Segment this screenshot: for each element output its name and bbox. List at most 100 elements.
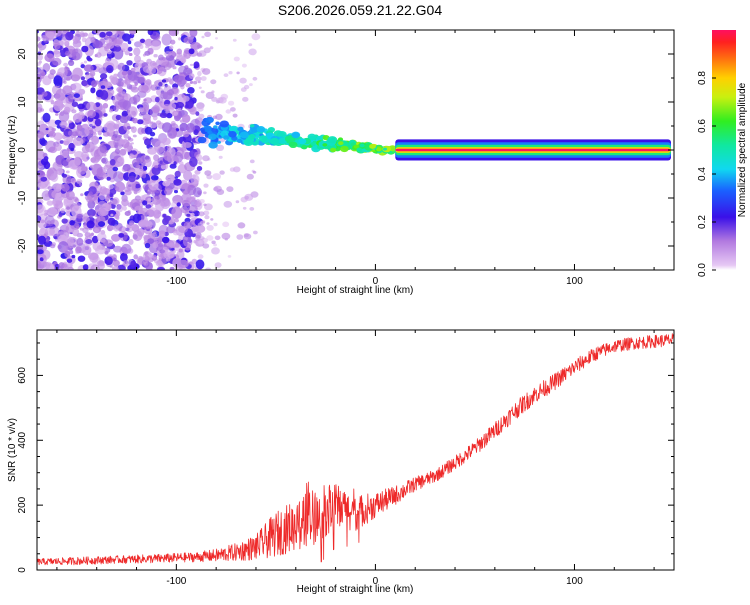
heatmap-cell — [133, 47, 141, 56]
heatmap-cell — [109, 193, 114, 197]
heatmap-cell — [38, 48, 42, 53]
heatmap-cell — [107, 210, 117, 217]
heatmap-cell — [65, 190, 75, 201]
heatmap-cell — [213, 222, 218, 227]
heatmap-cell — [53, 50, 61, 58]
heatmap-cell — [128, 96, 137, 105]
heatmap-cell — [80, 33, 85, 38]
heatmap-cell — [126, 130, 130, 135]
heatmap-cell — [49, 244, 56, 249]
heatmap-cell — [117, 81, 124, 88]
heatmap-cell — [37, 54, 43, 61]
spectrogram-xlabel: Height of straight line (km) — [297, 285, 414, 296]
heatmap-cell — [95, 246, 106, 255]
heatmap-cell — [194, 169, 201, 175]
heatmap-cell — [111, 266, 119, 270]
heatmap-cell — [102, 202, 110, 211]
heatmap-cell — [72, 137, 84, 146]
x-tick-label: 100 — [566, 276, 583, 287]
heatmap-cell — [174, 114, 181, 122]
heatmap-cell — [236, 234, 244, 240]
x-tick-label: 0 — [373, 276, 379, 287]
heatmap-cell — [186, 123, 196, 133]
heatmap-cell — [71, 101, 79, 107]
heatmap-cell — [132, 234, 138, 240]
heatmap-cell — [113, 73, 118, 78]
y-tick-label: -10 — [17, 190, 28, 205]
heatmap-cell — [127, 106, 138, 118]
heatmap-cell — [250, 127, 258, 133]
heatmap-cell — [99, 176, 104, 181]
heatmap-cell — [87, 57, 93, 62]
heatmap-cell — [66, 237, 78, 249]
heatmap-cell — [223, 73, 229, 77]
heatmap-cell — [105, 58, 111, 64]
heatmap-cell — [49, 34, 57, 40]
heatmap-cell — [113, 130, 119, 136]
heatmap-cell — [91, 80, 97, 88]
heatmap-cell — [84, 236, 89, 240]
heatmap-cell — [215, 144, 225, 151]
heatmap-cell — [178, 37, 182, 41]
heatmap-cell — [201, 35, 205, 39]
heatmap-cell — [105, 195, 110, 202]
heatmap-cell — [102, 103, 109, 109]
heatmap-cell — [53, 200, 64, 209]
x-tick-label: 0 — [373, 576, 379, 587]
heatmap-cell — [72, 228, 80, 237]
heatmap-cell — [197, 70, 202, 77]
heatmap-cell — [46, 200, 54, 206]
heatmap-cell — [98, 136, 102, 140]
heatmap-cell — [105, 31, 113, 37]
heatmap-cell — [125, 226, 133, 233]
heatmap-cell — [150, 232, 158, 240]
heatmap-cell — [66, 206, 71, 210]
heatmap-cell — [92, 235, 99, 244]
snr-panel: -100 0 100 0 200 400 600 Height of straight li… — [7, 329, 675, 595]
heatmap-cell — [219, 170, 225, 175]
heatmap-cell — [53, 185, 62, 192]
heatmap-cell — [129, 30, 137, 35]
heatmap-cell — [44, 215, 55, 227]
heatmap-cell — [129, 220, 135, 226]
heatmap-cell — [59, 140, 64, 144]
heatmap-cell — [134, 183, 141, 189]
heatmap-cell — [180, 56, 187, 64]
heatmap-cell — [223, 200, 233, 208]
heatmap-cell — [173, 218, 179, 223]
heatmap-cell — [203, 203, 207, 207]
colorbar-tick-label: 0.0 — [697, 263, 708, 277]
heatmap-cell — [208, 133, 217, 140]
heatmap-cell — [236, 71, 240, 75]
heatmap-cell — [87, 110, 96, 119]
heatmap-cell — [182, 114, 191, 123]
y-tick-label: 600 — [17, 367, 28, 384]
heatmap-cell — [183, 142, 192, 148]
heatmap-cell — [213, 125, 218, 129]
heatmap-cell — [69, 220, 75, 226]
heatmap-cell — [316, 135, 323, 141]
heatmap-cell — [61, 218, 68, 224]
heatmap-cell — [152, 115, 158, 121]
heatmap-cell — [212, 173, 222, 181]
heatmap-cell — [203, 191, 207, 195]
heatmap-cell — [113, 38, 123, 47]
heatmap-cell — [128, 53, 133, 56]
heatmap-cell — [142, 105, 150, 113]
heatmap-cell — [127, 46, 133, 52]
heatmap-cell — [87, 252, 99, 260]
heatmap-cell — [211, 90, 215, 93]
heatmap-cell — [338, 141, 344, 146]
heatmap-cell — [222, 221, 230, 228]
heatmap-cell — [113, 224, 120, 232]
heatmap-cell — [122, 164, 131, 172]
heatmap-cell — [197, 136, 207, 144]
heatmap-cell — [99, 90, 109, 100]
heatmap-cell — [81, 154, 90, 162]
heatmap-cell — [58, 262, 65, 269]
heatmap-cell — [99, 31, 106, 38]
heatmap-cell — [182, 130, 190, 138]
heatmap-cell — [109, 188, 117, 195]
heatmap-cell — [132, 134, 137, 138]
